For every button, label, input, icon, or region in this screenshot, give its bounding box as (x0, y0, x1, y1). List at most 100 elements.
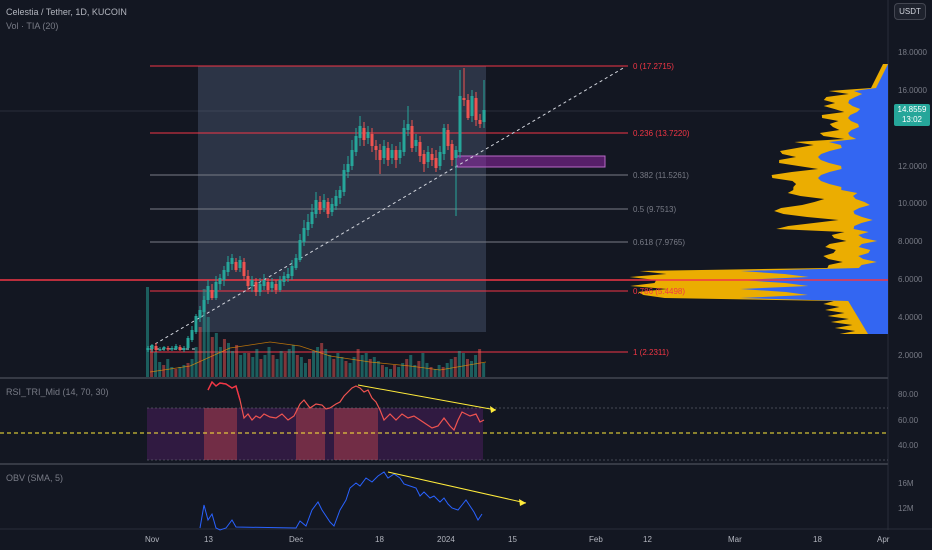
candle-body (226, 262, 230, 272)
candle-body (198, 310, 202, 318)
rsi-line (207, 380, 485, 432)
candle-body (218, 278, 222, 284)
volume-bar (295, 355, 299, 377)
fib-label-0: 0 (17.2715) (633, 62, 674, 71)
volume-bar (218, 347, 222, 377)
candle-body (314, 200, 318, 214)
price-tick: 8.0000 (898, 237, 923, 246)
time-tick: 18 (813, 535, 822, 544)
rsi-legend[interactable]: RSI_TRI_Mid (14, 70, 30) (6, 387, 109, 397)
time-tick: 15 (508, 535, 517, 544)
volume-bar (344, 361, 348, 377)
candle-body (474, 98, 478, 120)
volume-bar (247, 353, 251, 377)
candle-body (182, 348, 186, 350)
candle-body (394, 150, 398, 160)
candle-body (382, 146, 386, 158)
volume-bar (360, 355, 364, 377)
volume-bar (279, 351, 283, 377)
volume-bar (457, 351, 461, 377)
volume-bar (397, 367, 401, 377)
candle-body (462, 98, 466, 100)
volume-bar (417, 361, 421, 377)
candle-body (370, 134, 374, 146)
currency-button[interactable]: USDT (894, 3, 926, 20)
volume-bar (227, 343, 230, 377)
volume-bar (271, 355, 275, 377)
volume-bar (259, 359, 263, 377)
volume-bar (413, 365, 417, 377)
volume-bar (429, 367, 433, 377)
candle-body (146, 348, 150, 350)
volume-bar (482, 363, 486, 377)
candle-body (262, 280, 266, 286)
price-tick: 10.0000 (898, 199, 927, 208)
volume-bar (154, 352, 158, 377)
candle-body (222, 270, 226, 280)
candle-body (438, 152, 442, 166)
candle-body (334, 196, 338, 206)
volume-bar (312, 351, 316, 377)
volume-bar (445, 363, 449, 377)
candle-body (406, 124, 410, 130)
volume-bar (166, 359, 170, 377)
candle-body (298, 240, 302, 260)
candle-body (286, 274, 290, 278)
volume-bar (222, 339, 226, 377)
volume-bar (146, 287, 149, 377)
volume-bars (146, 287, 486, 377)
volume-bar (352, 357, 356, 377)
time-tick: Apr (877, 535, 890, 544)
candle-body (386, 148, 390, 160)
candle-body (246, 276, 250, 286)
candle-body (414, 140, 418, 146)
candle-body (330, 204, 334, 212)
time-tick: Feb (589, 535, 603, 544)
candle-body (154, 346, 158, 350)
time-tick: Nov (145, 535, 160, 544)
candle-body (422, 154, 426, 164)
volume-bar (239, 355, 243, 377)
candle-body (458, 96, 462, 152)
volume-legend[interactable]: Vol · TIA (20) (6, 21, 59, 31)
volume-bar (202, 289, 206, 377)
candle-body (238, 260, 242, 268)
candle-body (310, 212, 314, 224)
rsi-tick: 80.00 (898, 390, 919, 399)
candle-body (162, 347, 166, 349)
candle-body (354, 136, 358, 152)
candle-body (442, 128, 446, 154)
candle-body (410, 126, 414, 148)
volume-bar (336, 353, 340, 377)
volume-bar (170, 367, 174, 377)
volume-bar (214, 333, 218, 377)
candle-body (278, 280, 282, 290)
candle-body (174, 346, 178, 349)
candle-body (294, 258, 298, 268)
candle-body (430, 154, 434, 160)
candle-body (402, 128, 406, 152)
candle-body (302, 228, 306, 242)
volume-ma-line (149, 341, 487, 373)
volume-bar (291, 345, 295, 377)
volume-bar (251, 357, 255, 377)
volume-bar (389, 369, 392, 377)
volume-bar (376, 361, 380, 377)
time-tick: 13 (204, 535, 213, 544)
symbol-title[interactable]: Celestia / Tether, 1D, KUCOIN (6, 7, 127, 17)
volume-bar (275, 359, 279, 377)
volume-bar (243, 353, 247, 377)
time-tick: 2024 (437, 535, 455, 544)
candle-body (318, 202, 322, 210)
volume-bar (356, 349, 360, 377)
price-tick: 6.0000 (898, 275, 923, 284)
candle-body (434, 158, 438, 168)
obv-legend[interactable]: OBV (SMA, 5) (6, 473, 64, 483)
candle-body (242, 262, 246, 276)
price-tick: 2.0000 (898, 351, 923, 360)
candle-body (190, 330, 194, 340)
time-tick: Dec (289, 535, 304, 544)
candle-body (350, 150, 354, 166)
candle-body (254, 282, 258, 292)
